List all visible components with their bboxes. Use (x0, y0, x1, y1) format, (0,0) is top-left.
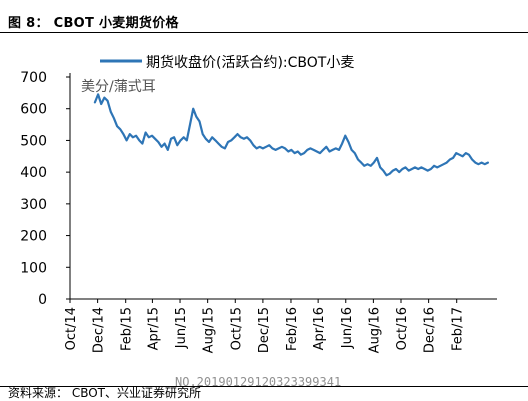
y-tick-label: 600 (20, 102, 47, 118)
watermark: NO.20190129120323399341 (175, 375, 342, 389)
x-tick-label: Oct/16 (395, 307, 410, 350)
x-tick-label: Aug/16 (367, 307, 382, 353)
y-axis: 0 100 200 300 400 500 600 700 (20, 70, 71, 308)
x-tick-label: Jun/16 (340, 307, 355, 349)
source-note: 资料来源： CBOT、兴业证券研究所 (8, 386, 201, 400)
line-chart: 期货收盘价(活跃合约):CBOT小麦 0 100 200 300 400 500 600 70… (20, 54, 497, 353)
x-tick-label: Feb/17 (451, 307, 466, 351)
x-tick-label: Aug/15 (202, 307, 217, 353)
x-axis: Oct/14 Dec/14 Feb/15 Apr/15 Jun/15 Aug/15 Oct/… (64, 298, 497, 353)
legend: 期货收盘价(活跃合约):CBOT小麦 (100, 54, 354, 71)
x-tick-label: Feb/16 (285, 307, 300, 351)
series-group (93, 93, 489, 177)
x-tick-label: Apr/15 (146, 307, 161, 350)
x-tick-label: Apr/16 (312, 307, 327, 350)
source-rule (0, 386, 528, 387)
y-tick-label: 100 (20, 260, 47, 276)
series-line-0 (93, 93, 489, 177)
title-rule (0, 32, 528, 33)
x-tick-label: Dec/15 (257, 307, 272, 353)
x-tick-label: Feb/15 (120, 307, 135, 351)
x-tick-label: Oct/15 (229, 307, 244, 350)
y-tick-label: 700 (20, 70, 47, 86)
y-tick-label: 200 (20, 229, 47, 245)
x-tick-label: Oct/14 (64, 307, 79, 350)
y-tick-label: 300 (20, 197, 47, 213)
y-axis-unit-label: 美分/蒲式耳 (81, 79, 156, 95)
x-tick-label: Dec/14 (92, 307, 107, 353)
x-tick-label: Jun/15 (174, 307, 189, 349)
y-tick-label: 0 (38, 292, 47, 308)
y-tick-label: 500 (20, 133, 47, 149)
y-tick-label: 400 (20, 165, 47, 181)
x-tick-label: Dec/16 (423, 307, 438, 353)
legend-label: 期货收盘价(活跃合约):CBOT小麦 (146, 54, 354, 71)
figure-title: 图 8： CBOT 小麦期货价格 (8, 16, 179, 31)
